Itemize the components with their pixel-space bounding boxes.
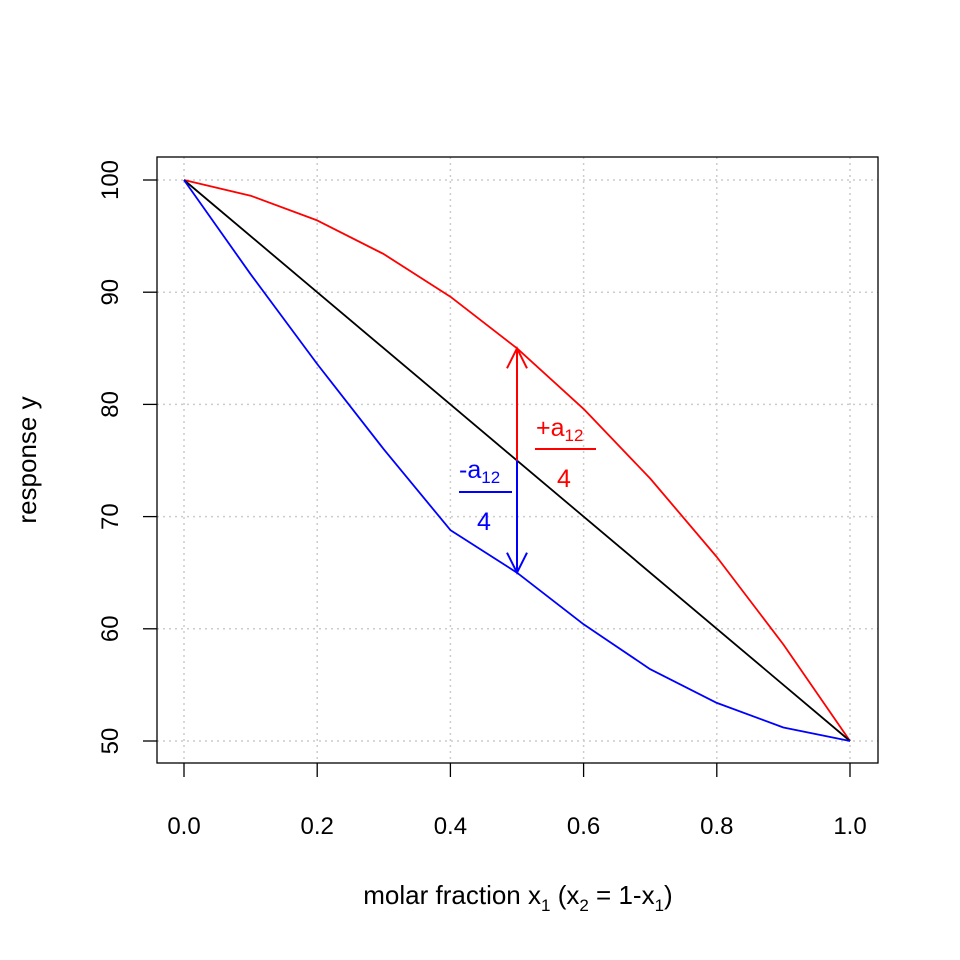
- y-tick-label-0: 50: [97, 728, 124, 755]
- x-tick-label-1: 0.2: [301, 813, 334, 840]
- y-tick-label-3: 80: [97, 391, 124, 418]
- x-tick-label-0: 0.0: [167, 813, 200, 840]
- y-tick-label-4: 90: [97, 279, 124, 306]
- annotation-minus-a12: -a12 4: [459, 456, 512, 536]
- arrow: [506, 346, 528, 575]
- y-axis-title: response y: [12, 396, 42, 523]
- y-tick-label-2: 70: [97, 503, 124, 530]
- x-tick-label-3: 0.6: [567, 813, 600, 840]
- annotation-plus-numerator: +a12: [536, 414, 583, 445]
- annotation-plus-a12: +a12 4: [535, 414, 596, 493]
- x-axis: 0.0 0.2 0.4 0.6 0.8 1.0: [167, 763, 867, 840]
- x-tick-label-5: 1.0: [833, 813, 866, 840]
- x-axis-title: molar fraction x1 (x2 = 1-x1): [363, 880, 672, 915]
- y-tick-label-1: 60: [97, 615, 124, 642]
- y-axis: 50 60 70 80 90 100: [97, 160, 157, 754]
- arrow-up-head: [506, 346, 528, 369]
- annotation-minus-denominator: 4: [477, 508, 491, 536]
- x-tick-label-4: 0.8: [700, 813, 733, 840]
- arrow-down-head: [506, 552, 528, 575]
- y-tick-label-5: 100: [97, 160, 124, 200]
- annotation-plus-denominator: 4: [557, 465, 571, 493]
- annotation-minus-numerator: -a12: [459, 456, 500, 487]
- plot-frame: [156, 156, 879, 764]
- x-tick-label-2: 0.4: [434, 813, 467, 840]
